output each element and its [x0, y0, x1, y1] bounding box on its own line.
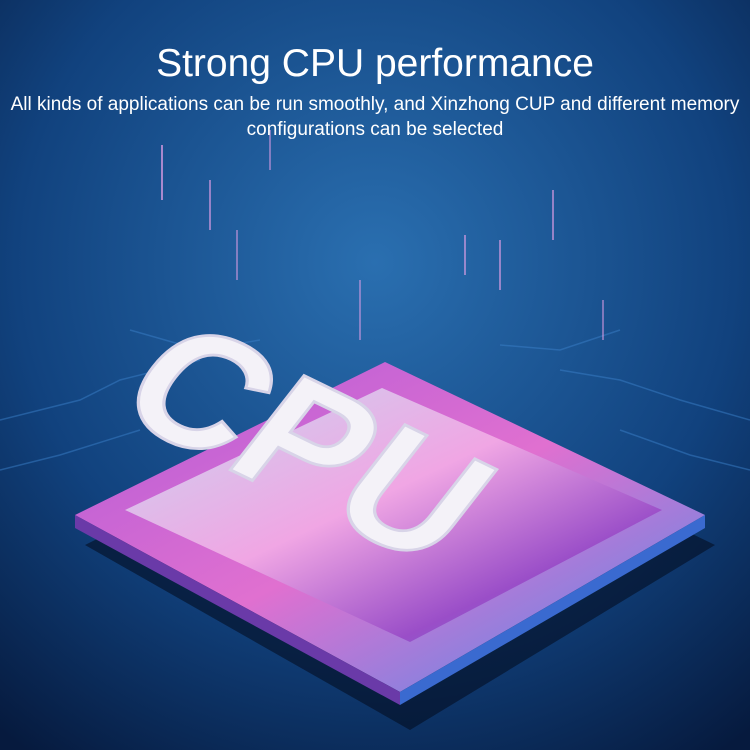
circuit-traces [0, 329, 750, 471]
subtitle: All kinds of applications can be run smo… [10, 94, 740, 140]
chip-edge-left [75, 515, 400, 705]
headline: Strong CPU performance [156, 42, 594, 85]
chip-edge-right [400, 515, 705, 705]
light-streaks [161, 130, 604, 340]
chip-top-surface [125, 388, 662, 642]
